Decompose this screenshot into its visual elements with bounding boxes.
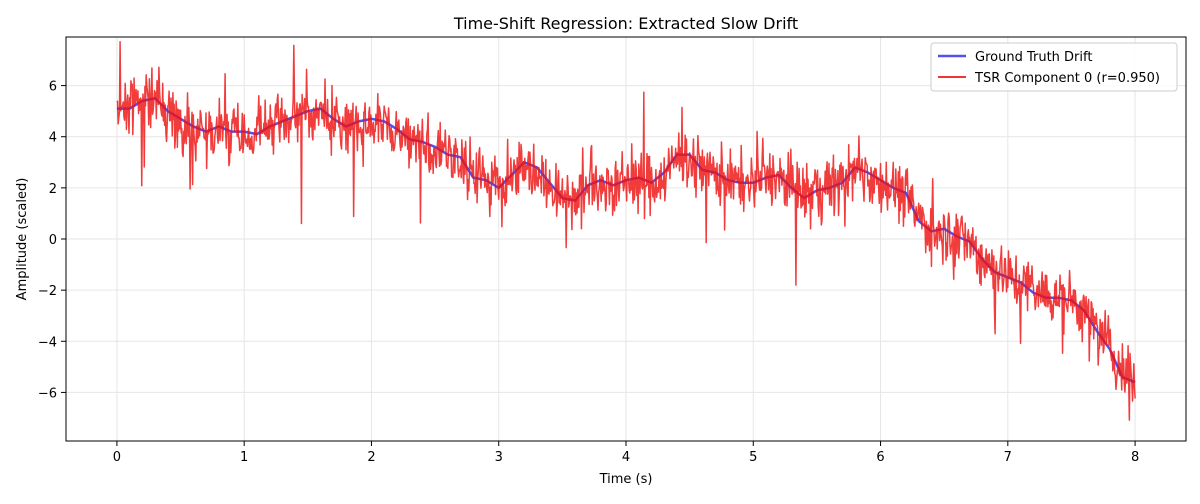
series-layer (116, 40, 1136, 421)
y-tick-label: −2 (38, 284, 57, 299)
x-tick-label: 4 (622, 450, 630, 465)
x-tick-label: 3 (495, 450, 503, 465)
ticks: 0 1 2 3 4 5 6 7 8 −6 −4 −2 0 2 4 6 (38, 80, 1139, 465)
x-axis-label: Time (s) (599, 472, 653, 487)
x-tick-label: 0 (113, 450, 121, 465)
legend: Ground Truth Drift TSR Component 0 (r=0.… (930, 42, 1178, 92)
y-tick-label: 4 (49, 131, 57, 146)
y-tick-label: 6 (49, 80, 57, 95)
y-tick-label: −6 (38, 386, 57, 401)
y-axis-label: Amplitude (scaled) (15, 178, 30, 301)
grid (66, 37, 1186, 441)
y-tick-label: 0 (49, 233, 57, 248)
x-tick-label: 1 (240, 450, 248, 465)
legend-label-tsr: TSR Component 0 (r=0.950) (974, 71, 1160, 86)
legend-label-ground-truth: Ground Truth Drift (975, 50, 1092, 65)
x-tick-label: 2 (367, 450, 375, 465)
chart-title: Time-Shift Regression: Extracted Slow Dr… (453, 14, 798, 33)
x-tick-label: 6 (876, 450, 884, 465)
legend-box (930, 42, 1178, 92)
y-tick-label: −4 (38, 335, 57, 350)
x-tick-label: 8 (1131, 450, 1139, 465)
x-tick-label: 7 (1004, 450, 1012, 465)
x-tick-label: 5 (749, 450, 757, 465)
y-tick-label: 2 (49, 182, 57, 197)
series-tsr-component-line (116, 40, 1136, 421)
